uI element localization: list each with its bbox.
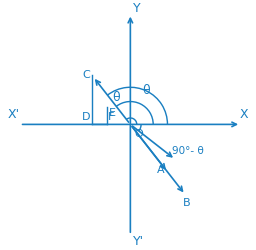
Text: A: A [156, 165, 164, 175]
Text: E: E [109, 108, 116, 118]
Text: θ: θ [112, 92, 120, 104]
Text: O: O [135, 129, 143, 139]
Text: Y: Y [133, 2, 141, 15]
Text: D: D [82, 112, 90, 122]
Text: B: B [183, 198, 190, 207]
Text: Y': Y' [133, 235, 144, 248]
Text: X': X' [8, 108, 20, 121]
Text: θ: θ [142, 84, 150, 97]
Text: X: X [240, 108, 248, 121]
Text: C: C [82, 70, 90, 80]
Text: 90°- θ: 90°- θ [172, 146, 204, 156]
Text: F: F [108, 112, 115, 122]
